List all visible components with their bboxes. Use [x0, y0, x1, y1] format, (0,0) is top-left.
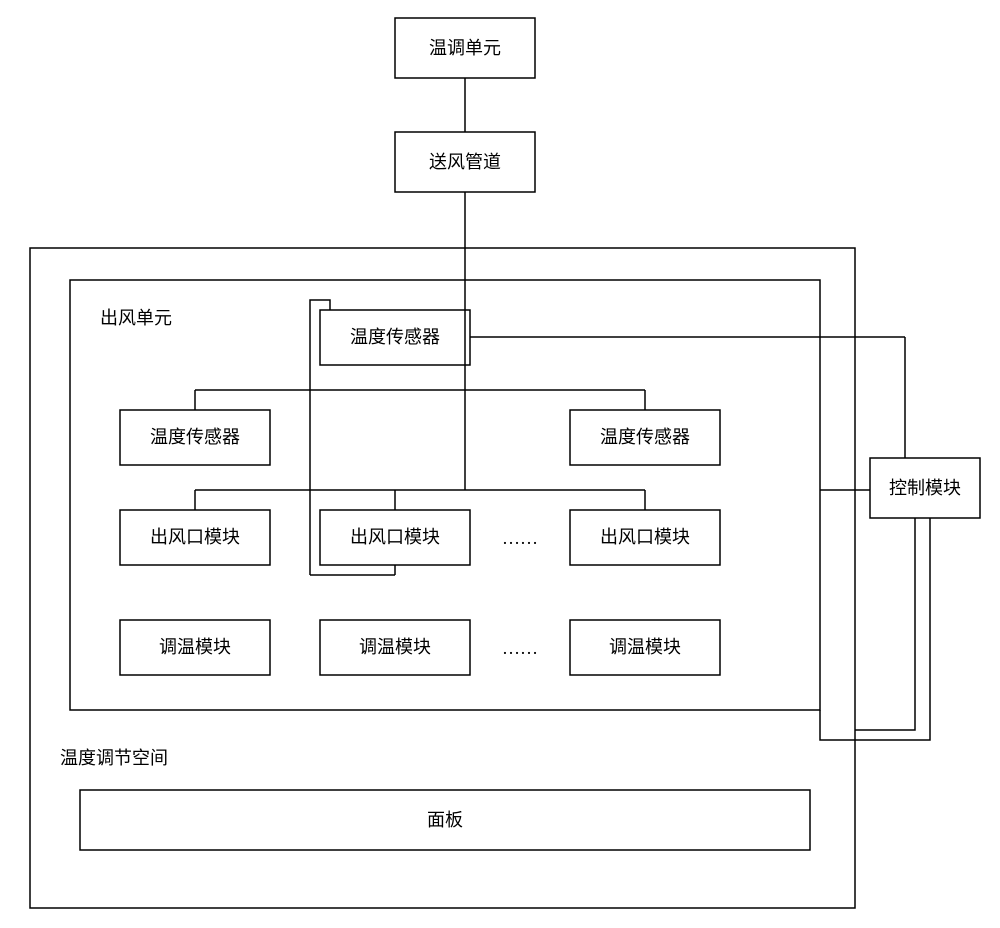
- out-unit-label: 出风单元: [100, 308, 172, 328]
- edge-control-down-left: [855, 518, 915, 730]
- sensor-left-label: 温度传感器: [150, 427, 240, 447]
- space-label: 温度调节空间: [60, 748, 168, 768]
- diagram-canvas: 温度调节空间 出风单元 温调单元 送风管道 温度传感器 温度传感器 温度传感器 …: [0, 0, 1000, 928]
- duct-label: 送风管道: [429, 152, 501, 172]
- panel-label: 面板: [427, 810, 463, 830]
- dots-temp: ……: [502, 638, 538, 658]
- temp-3-label: 调温模块: [609, 637, 681, 657]
- vent-2-label: 出风口模块: [350, 527, 440, 547]
- temp-1-label: 调温模块: [159, 637, 231, 657]
- sensor-right-label: 温度传感器: [600, 427, 690, 447]
- temp-unit-label: 温调单元: [429, 38, 501, 58]
- vent-3-label: 出风口模块: [600, 527, 690, 547]
- dots-vent: ……: [502, 528, 538, 548]
- sensor-top-label: 温度传感器: [350, 327, 440, 347]
- control-label: 控制模块: [889, 478, 961, 498]
- vent-1-label: 出风口模块: [150, 527, 240, 547]
- temp-2-label: 调温模块: [359, 637, 431, 657]
